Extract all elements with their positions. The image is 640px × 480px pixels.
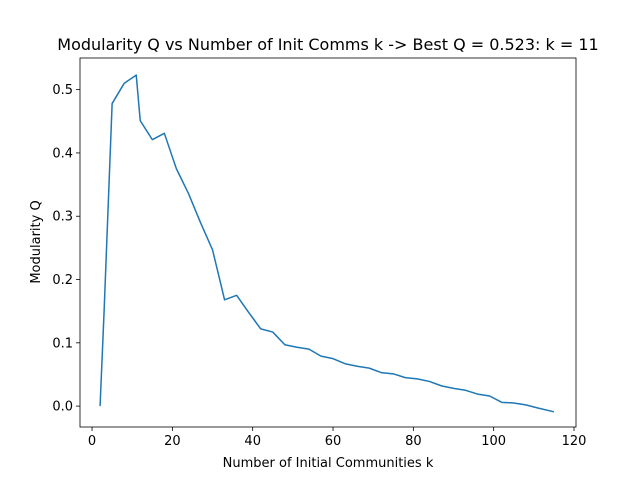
x-tick-label: 100 (481, 434, 506, 449)
x-tick-label: 0 (88, 434, 96, 449)
x-tick-label: 20 (164, 434, 181, 449)
y-tick-label: 0.3 (52, 210, 73, 225)
y-tick-label: 0.0 (52, 400, 73, 415)
x-tick-label: 40 (244, 434, 261, 449)
x-axis-label: Number of Initial Communities k (223, 456, 434, 471)
y-tick-label: 0.4 (52, 146, 73, 161)
y-tick-label: 0.1 (52, 336, 73, 351)
plot-area: 0 20 40 60 80 100 120 0.0 0.1 0.2 0.3 0.4 0.5 (52, 57, 587, 449)
x-tick-label: 80 (405, 434, 422, 449)
y-tick-label: 0.5 (52, 83, 73, 98)
series-line-0 (99, 74, 555, 413)
x-tick-label: 60 (325, 434, 342, 449)
axes-frame (79, 57, 577, 428)
x-tick-label: 120 (562, 434, 587, 449)
y-tick-label: 0.2 (52, 273, 73, 288)
y-axis-label: Modularity Q (29, 200, 44, 283)
chart-title: Modularity Q vs Number of Init Comms k -… (57, 35, 598, 54)
